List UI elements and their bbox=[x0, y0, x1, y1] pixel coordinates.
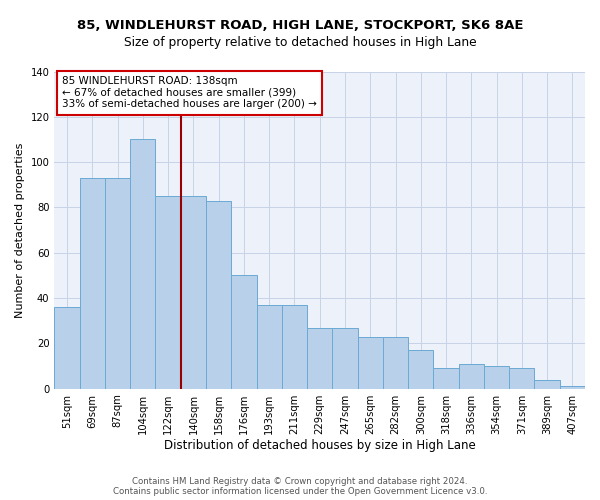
Bar bbox=[105, 178, 130, 388]
Bar bbox=[332, 328, 358, 388]
Bar bbox=[433, 368, 458, 388]
Bar bbox=[560, 386, 585, 388]
Bar bbox=[383, 336, 408, 388]
Text: 85, WINDLEHURST ROAD, HIGH LANE, STOCKPORT, SK6 8AE: 85, WINDLEHURST ROAD, HIGH LANE, STOCKPO… bbox=[77, 19, 523, 32]
Bar bbox=[130, 140, 155, 388]
Text: Contains HM Land Registry data © Crown copyright and database right 2024.
Contai: Contains HM Land Registry data © Crown c… bbox=[113, 476, 487, 496]
Bar bbox=[206, 200, 231, 388]
Bar bbox=[257, 305, 282, 388]
Bar bbox=[509, 368, 535, 388]
X-axis label: Distribution of detached houses by size in High Lane: Distribution of detached houses by size … bbox=[164, 440, 476, 452]
Bar bbox=[408, 350, 433, 389]
Bar bbox=[458, 364, 484, 388]
Bar bbox=[358, 336, 383, 388]
Bar bbox=[307, 328, 332, 388]
Bar bbox=[80, 178, 105, 388]
Bar bbox=[181, 196, 206, 388]
Text: 85 WINDLEHURST ROAD: 138sqm
← 67% of detached houses are smaller (399)
33% of se: 85 WINDLEHURST ROAD: 138sqm ← 67% of det… bbox=[62, 76, 317, 110]
Bar bbox=[231, 276, 257, 388]
Bar bbox=[55, 307, 80, 388]
Bar bbox=[282, 305, 307, 388]
Bar bbox=[155, 196, 181, 388]
Text: Size of property relative to detached houses in High Lane: Size of property relative to detached ho… bbox=[124, 36, 476, 49]
Bar bbox=[535, 380, 560, 388]
Bar bbox=[484, 366, 509, 388]
Y-axis label: Number of detached properties: Number of detached properties bbox=[15, 142, 25, 318]
